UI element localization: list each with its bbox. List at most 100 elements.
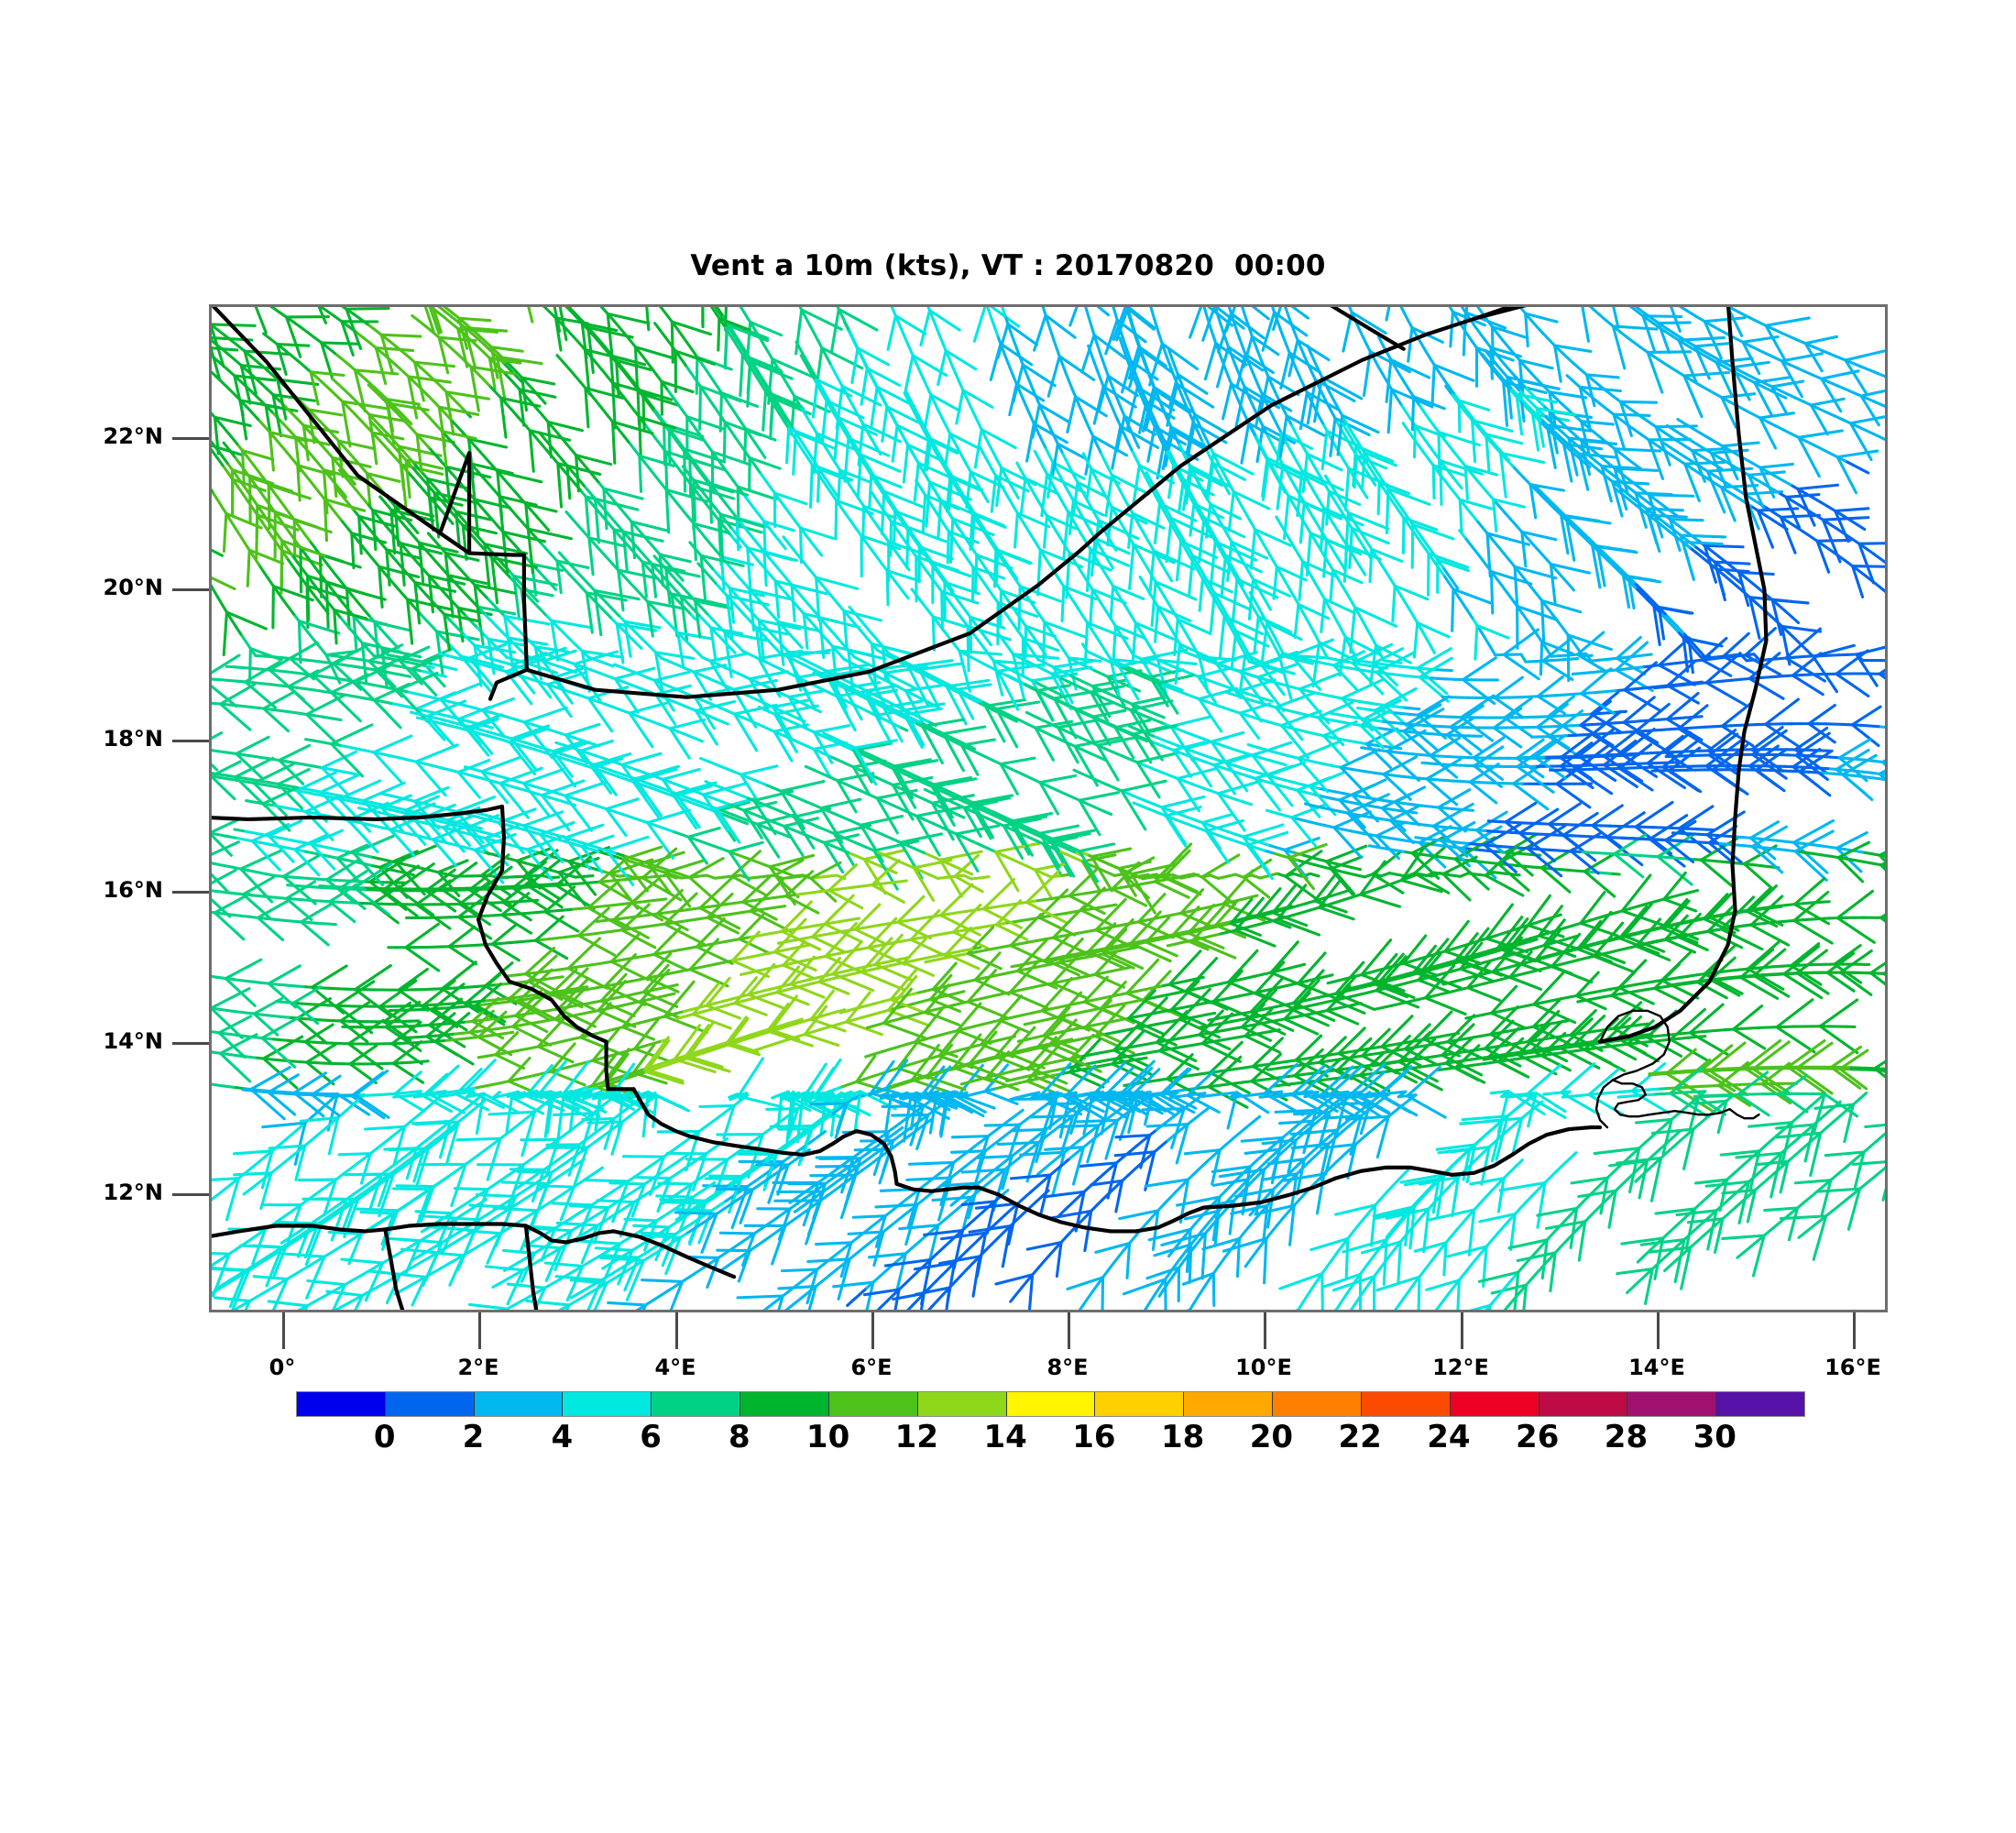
streamline-arrow-tick	[943, 432, 952, 469]
streamline-segment	[382, 444, 392, 454]
streamline-segment	[1369, 476, 1377, 487]
streamline-segment	[1626, 405, 1637, 414]
streamline-arrow-tick	[340, 320, 355, 357]
streamline-segment	[1285, 470, 1293, 482]
streamline-segment	[501, 476, 510, 487]
streamline-segment	[700, 436, 709, 446]
streamline-segment	[1126, 351, 1133, 363]
streamline-segment	[940, 416, 948, 428]
map-plot-area[interactable]	[209, 304, 1888, 1312]
streamline-segment	[892, 547, 901, 558]
map-svg	[212, 307, 1885, 1310]
streamline-segment	[798, 438, 807, 449]
streamline-segment	[1178, 390, 1186, 402]
streamline-segment	[340, 357, 350, 367]
streamline-segment	[334, 393, 345, 403]
streamline-segment	[541, 413, 550, 423]
streamline-arrow-tick	[437, 405, 480, 416]
streamline-segment	[371, 478, 380, 488]
streamline-segment	[530, 509, 539, 519]
streamline-arrow-tick	[243, 349, 257, 395]
streamline-segment	[1275, 515, 1283, 526]
streamline-segment	[1684, 343, 1695, 351]
streamline-segment	[1748, 345, 1760, 352]
streamline-segment	[870, 437, 878, 449]
streamline-segment	[1827, 380, 1839, 388]
streamline-arrow-tick	[546, 420, 553, 459]
streamline-segment	[816, 338, 824, 350]
streamline-arrow-tick	[784, 426, 791, 465]
streamline-segment	[1135, 376, 1142, 387]
streamline-layer	[212, 307, 1885, 1310]
streamline-arrow-tick	[1670, 307, 1682, 333]
streamline-segment	[270, 307, 281, 314]
streamline-segment	[753, 365, 761, 376]
streamline-segment	[367, 341, 378, 350]
streamline-segment	[1163, 350, 1170, 362]
streamline-segment	[298, 525, 306, 536]
streamline-arrow-tick	[1325, 489, 1331, 526]
streamline-segment	[1835, 384, 1847, 391]
x-tick-mark	[1853, 1312, 1856, 1349]
streamline-segment	[445, 515, 455, 525]
streamline-arrow-tick	[1165, 516, 1173, 564]
y-tick-label: 20°N	[103, 575, 163, 600]
streamline-arrow-tick	[1272, 307, 1282, 331]
streamline-segment	[1139, 527, 1147, 538]
streamline-segment	[1203, 308, 1210, 321]
streamline-arrow-tick	[1821, 516, 1870, 521]
streamline-arrow-tick	[1412, 620, 1419, 659]
streamline-segment	[608, 493, 617, 504]
streamline-segment	[282, 423, 291, 433]
streamline-segment	[325, 449, 334, 459]
streamline-segment	[1123, 496, 1130, 508]
streamline-arrow-tick	[1835, 449, 1879, 459]
streamline-segment	[1789, 432, 1801, 439]
streamline-segment	[670, 394, 679, 404]
streamline-segment	[1118, 488, 1126, 499]
streamline-segment	[283, 405, 293, 415]
streamline-arrow-tick	[457, 316, 492, 323]
streamline-arrow-tick	[1457, 399, 1491, 412]
streamline-arrow-tick	[309, 370, 345, 378]
streamline-segment	[1437, 370, 1446, 381]
streamline-segment	[233, 357, 243, 368]
streamline-segment	[1317, 414, 1325, 425]
streamline-segment	[992, 325, 1000, 337]
streamline-arrow-tick	[553, 316, 590, 325]
streamline-arrow-tick	[1575, 631, 1605, 656]
y-tick-label: 16°N	[103, 877, 163, 903]
streamline-segment	[1134, 438, 1141, 449]
streamline-arrow-tick	[989, 307, 1021, 328]
streamline-segment	[685, 477, 694, 488]
streamline-segment	[378, 391, 389, 401]
streamline-segment	[632, 409, 641, 419]
streamline-arrow-tick	[212, 346, 222, 382]
streamline-arrow-tick	[593, 497, 600, 544]
streamline-segment	[1068, 491, 1075, 502]
x-tick-mark	[871, 1312, 874, 1349]
streamline-arrow-tick	[1803, 335, 1839, 346]
streamline-segment	[1309, 370, 1317, 381]
streamline-segment	[1507, 387, 1517, 397]
streamline-arrow-tick	[357, 514, 363, 555]
streamline-segment	[319, 420, 329, 430]
streamline-segment	[1402, 311, 1409, 322]
streamline-arrow-tick	[1803, 342, 1824, 373]
streamline-arrow-tick	[999, 342, 1034, 367]
streamline-arrow-tick	[1089, 587, 1094, 627]
streamline-arrow-tick	[1561, 443, 1573, 483]
streamline-segment	[1364, 342, 1372, 354]
streamline-segment	[973, 477, 981, 488]
streamline-segment	[450, 311, 461, 320]
streamline-segment	[425, 393, 435, 402]
streamline-segment	[1713, 391, 1724, 400]
streamline-segment	[857, 498, 866, 508]
streamline-arrow-tick	[1343, 466, 1351, 511]
streamline-segment	[757, 372, 766, 383]
streamline-segment	[1540, 331, 1550, 341]
streamline-segment	[1041, 307, 1047, 317]
streamline-segment	[483, 343, 493, 353]
streamline-segment	[1661, 430, 1672, 438]
streamline-segment	[1419, 341, 1427, 352]
